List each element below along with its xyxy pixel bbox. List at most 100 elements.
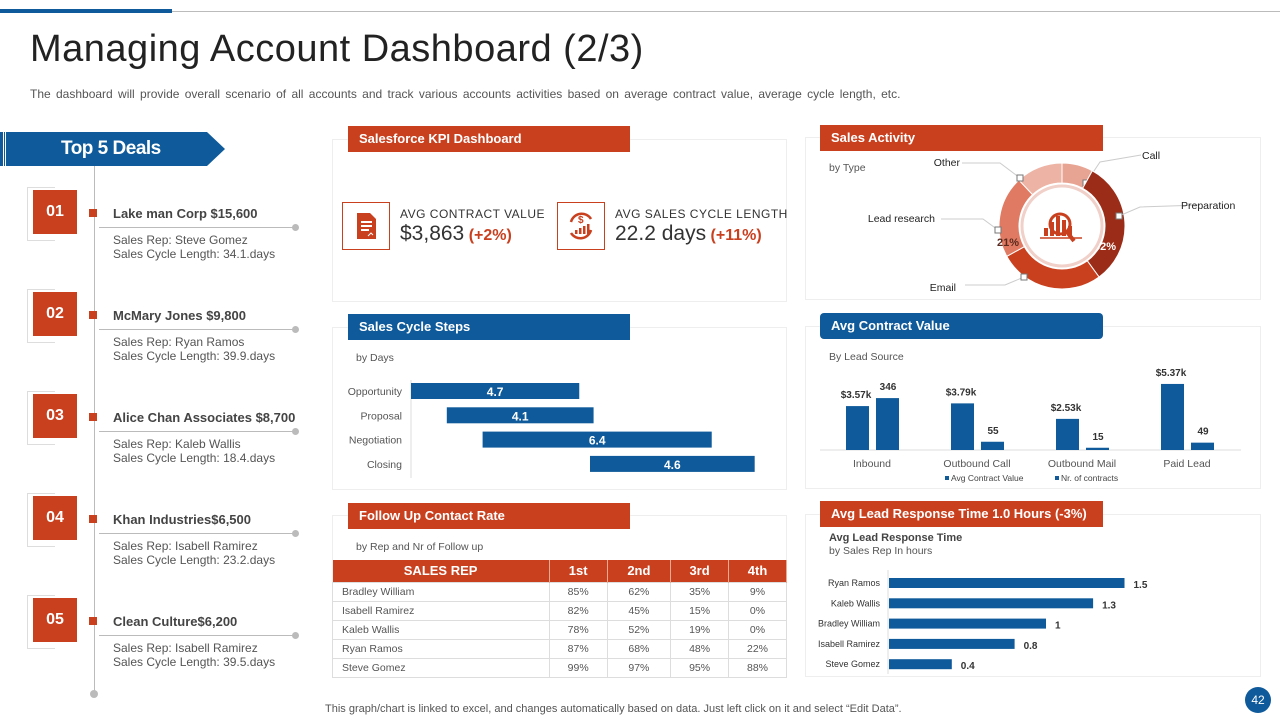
table-header-row: SALES REP 1st 2nd 3rd 4th: [332, 560, 787, 582]
table-cell: 45%: [606, 600, 672, 621]
sales-cycle-chart: Opportunity 4.7 Proposal 4.1 Negotiation 6.4 C…: [348, 380, 755, 478]
deal-item: 02 McMary Jones $9,800 Sales Rep: Ryan R…: [0, 289, 320, 389]
deal-item: 04 Khan Industries$6,500 Sales Rep: Isab…: [0, 493, 320, 593]
number-frame: [27, 391, 55, 445]
deal-details: Sales Rep: Steve Gomez Sales Cycle Length…: [113, 233, 275, 261]
bar: [889, 598, 1094, 609]
deal-item: 03 Alice Chan Associates $8,700 Sales Re…: [0, 391, 320, 491]
bar-nr-contracts: [1191, 442, 1214, 450]
table-cell: 82%: [548, 600, 608, 621]
table-cell: Isabell Ramirez: [332, 600, 550, 621]
slice-label: 21%: [997, 237, 1019, 249]
table-cell: Ryan Ramos: [332, 638, 550, 659]
legend-swatch: [945, 476, 949, 480]
deal-divider-dot: [292, 530, 299, 537]
category-label: Preparation: [1181, 200, 1235, 212]
category-label: Steve Gomez: [825, 659, 880, 669]
bar: [482, 431, 712, 448]
footer-note: This graph/chart is linked to excel, and…: [325, 703, 902, 715]
bullet-marker: [89, 311, 97, 319]
bar: [889, 578, 1125, 588]
data-label: 1.5: [1134, 580, 1148, 591]
table-cell: Kaleb Wallis: [332, 619, 550, 640]
legend-label: Avg Contract Value: [951, 473, 1024, 483]
table-row: Bradley William 85% 62% 35% 9%: [332, 581, 787, 602]
leader-line: [941, 218, 999, 231]
table-row: Ryan Ramos 87% 68% 48% 22%: [332, 638, 787, 659]
page-number: 42: [1245, 687, 1271, 713]
category-label: Other: [934, 157, 961, 169]
deal-details: Sales Rep: Kaleb Wallis Sales Cycle Lengt…: [113, 437, 275, 465]
bar-avg-contract: [1161, 383, 1184, 450]
category-label: Email: [930, 282, 956, 294]
deal-cycle: Sales Cycle Length: 39.9.days: [113, 349, 276, 363]
deal-divider: [99, 227, 297, 228]
number-frame: [27, 289, 55, 343]
svg-text:$: $: [578, 215, 584, 226]
dollar-cycle-icon: $: [557, 202, 605, 250]
category-label: Lead research: [868, 213, 935, 225]
bar-nr-contracts: [981, 441, 1004, 450]
data-label: 6.4: [589, 434, 606, 448]
deal-name: Clean Culture$6,200: [113, 614, 238, 629]
table-cell: 19%: [670, 619, 730, 640]
table-cell: 87%: [548, 638, 608, 659]
sales-cycle-header: Sales Cycle Steps: [348, 314, 630, 340]
avg-cycle-label: AVG SALES CYCLE LENGTH: [615, 207, 788, 221]
legend-swatch: [1055, 476, 1059, 480]
data-label: $5.37k: [1156, 368, 1187, 379]
column-header: 2nd: [607, 560, 672, 582]
deal-number: 05: [33, 598, 77, 642]
category-label: Paid Lead: [1163, 458, 1210, 470]
number-frame: [27, 493, 55, 547]
header-stripe: [3, 132, 6, 166]
table-row: Kaleb Wallis 78% 52% 19% 0%: [332, 619, 787, 640]
page-title: Managing Account Dashboard (2/3): [30, 28, 644, 70]
timeline-end-dot: [90, 690, 98, 698]
table-cell: 0%: [728, 600, 787, 621]
leader-marker: [1016, 174, 1024, 182]
data-label: $2.53k: [1051, 403, 1082, 414]
top-divider: [172, 11, 1280, 12]
table-row: Isabell Ramirez 82% 45% 15% 0%: [332, 600, 787, 621]
deal-cycle: Sales Cycle Length: 34.1.days: [113, 247, 276, 261]
bar-nr-contracts: [876, 398, 899, 450]
followup-header: Follow Up Contact Rate: [348, 503, 630, 529]
category-label: Outbound Mail: [1048, 458, 1116, 470]
table-row: Steve Gomez 99% 97% 95% 88%: [332, 657, 787, 678]
category-label: Closing: [367, 459, 402, 471]
lead-response-header: Avg Lead Response Time 1.0 Hours (-3%): [820, 501, 1103, 527]
column-header: 3rd: [670, 560, 730, 582]
deal-number: 02: [33, 292, 77, 336]
data-label: 1: [1055, 621, 1061, 632]
category-label: Bradley William: [818, 619, 880, 629]
donut-slice: [1018, 162, 1063, 196]
deal-name: Lake man Corp $15,600: [113, 206, 258, 221]
table-cell: 52%: [606, 619, 672, 640]
data-label: 15: [1092, 432, 1104, 443]
bar-nr-contracts: [1086, 447, 1109, 450]
category-label: Call: [1142, 150, 1160, 162]
bullet-marker: [89, 617, 97, 625]
category-label: Isabell Ramirez: [818, 639, 881, 649]
bullet-marker: [89, 413, 97, 421]
table-cell: 85%: [548, 581, 608, 602]
deal-divider-dot: [292, 224, 299, 231]
deal-divider: [99, 635, 297, 636]
table-cell: 35%: [670, 581, 730, 602]
deal-divider-dot: [292, 326, 299, 333]
table-cell: 78%: [548, 619, 608, 640]
followup-table: SALES REP 1st 2nd 3rd 4th Bradley William 85% 6…: [332, 560, 787, 678]
avg-contract-chart: $3.57k 346 Inbound $3.79k 55 Outbound Call $2.…: [820, 368, 1241, 483]
leader-marker: [994, 226, 1002, 234]
category-label: Inbound: [853, 458, 891, 470]
leader-line: [962, 162, 1021, 179]
avg-cycle-value: 22.2 days: [615, 222, 707, 245]
avg-contract-label: AVG CONTRACT VALUE: [400, 207, 546, 221]
table-cell: 15%: [670, 600, 730, 621]
legend-label: Nr. of contracts: [1061, 473, 1118, 483]
leader-marker: [1115, 212, 1123, 220]
table-cell: 88%: [728, 657, 787, 678]
top-deals-header: Top 5 Deals: [0, 132, 225, 166]
